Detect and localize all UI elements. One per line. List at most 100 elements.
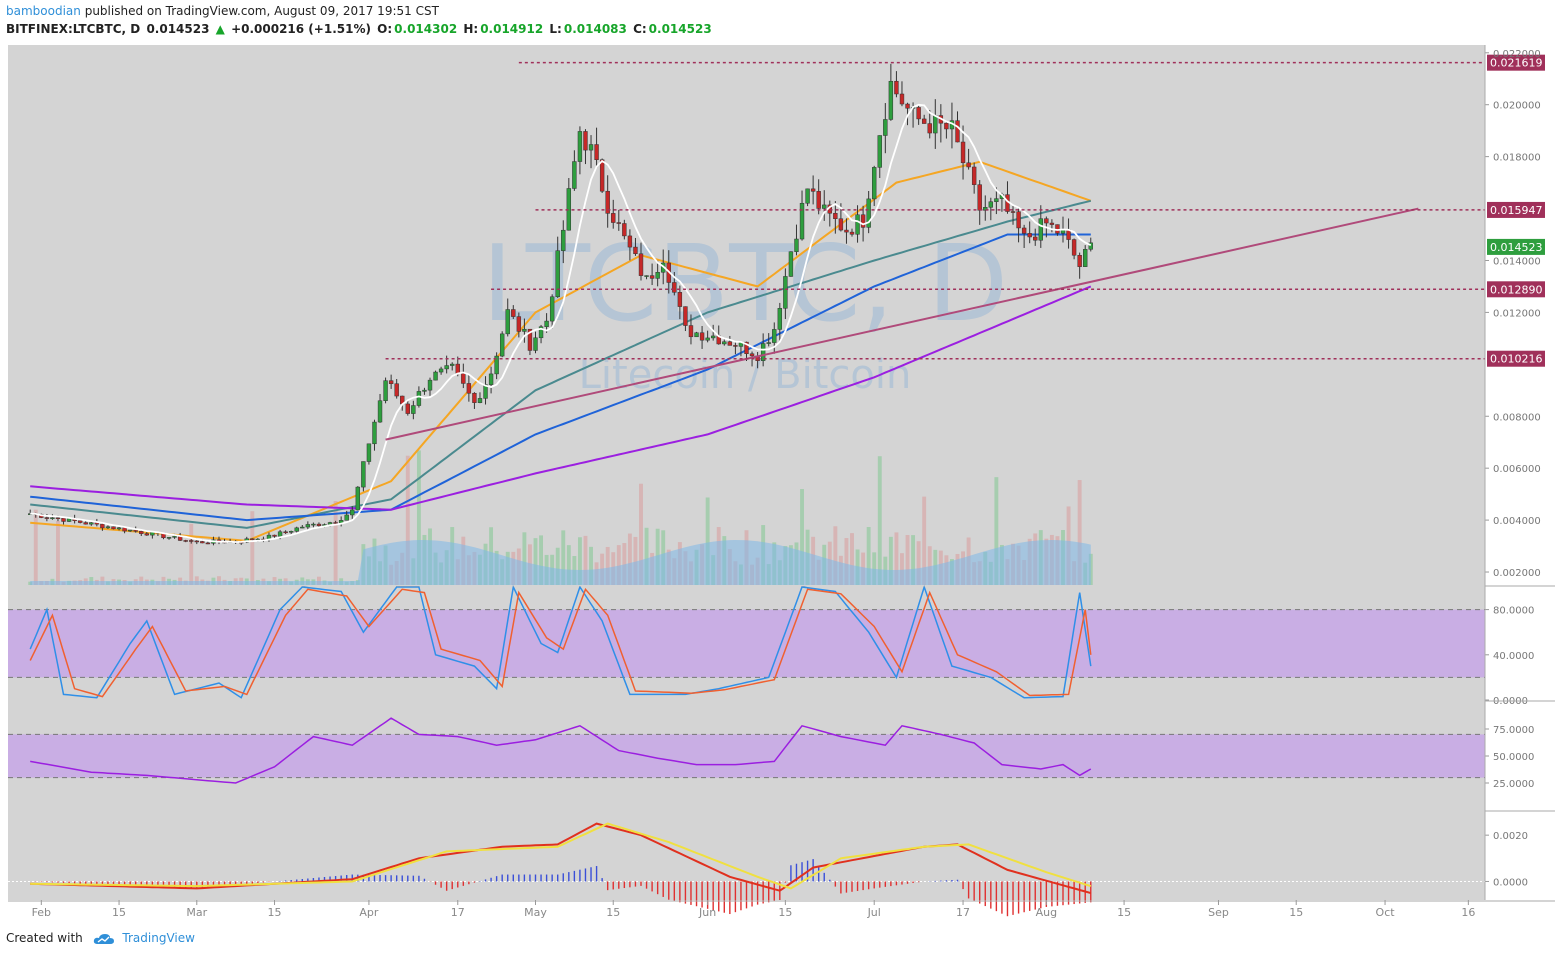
oscillator-line-1 [29,587,1092,698]
moving-average-line [30,285,1092,511]
candle-body [1071,239,1077,256]
volume-bar [705,497,710,585]
candle-body [605,190,610,214]
volume-group [28,450,1093,585]
close-label: C: [633,22,647,36]
candle-body [355,486,361,511]
candle-body [855,214,860,235]
support-trendline [385,207,1419,441]
candle-body [105,526,111,529]
candle-body [1088,242,1093,250]
volume-bar [577,537,582,585]
y-tick-label: 0.014000 [1493,256,1541,267]
level-price-tag [1487,54,1545,71]
y-tick-label: 0.0020 [1493,831,1528,842]
y-tick-label: 80.0000 [1493,606,1534,617]
oscillator-band [8,734,1485,778]
author-name[interactable]: bamboodian [6,4,81,18]
candle-body [527,328,533,351]
candle-body [683,306,688,326]
x-tick-label: Sep [1208,906,1229,919]
oscillator-line-2 [30,717,1092,784]
y-tick-label: 0.004000 [1493,516,1541,527]
x-tick-label: 17 [451,906,465,919]
candle-body [189,540,194,542]
y-tick-label: 75.0000 [1493,725,1534,736]
candle-body [872,167,877,200]
candle-body [200,541,205,544]
candle-body [344,514,349,521]
candle-body [1044,218,1049,224]
x-tick-label: 15 [778,906,792,919]
up-arrow-icon: ▲ [215,22,225,36]
macd-line [30,822,1092,890]
volume-bar [250,511,255,585]
candle-body [860,214,866,228]
volume-bar [916,541,921,585]
y-tick-label: 0.022000 [1493,49,1541,60]
volume-bar [644,527,649,585]
volume-bar [627,533,632,585]
candle-body [305,524,311,528]
y-tick-label: 0.020000 [1493,101,1541,112]
candle-body [450,363,455,366]
candle-body [383,380,388,401]
volume-bar [333,501,338,585]
candle-body [361,461,366,488]
candle-body [883,119,888,136]
candle-body [494,355,499,375]
y-tick-label: 0.008000 [1493,412,1541,423]
candle-body [405,403,410,414]
tradingview-brand[interactable]: TradingView [122,931,195,945]
candle-body [77,520,83,523]
high-label: H: [463,22,479,36]
candle-body [705,337,710,341]
volume-bar [416,450,421,585]
candle-body [511,309,516,317]
sma-white-line [30,103,1092,543]
candle-body [971,166,977,185]
volume-bar [1077,480,1082,585]
volume-bar [877,456,882,585]
volume-bar [633,536,638,585]
candle-body [183,540,188,542]
y-tick-label: 0.006000 [1493,464,1541,475]
price-change: +0.000216 (+1.51%) [231,22,371,36]
candle-body [411,405,416,414]
candle-body [194,540,199,543]
candle-body [283,531,288,534]
volume-bar [194,576,199,585]
candle-body [83,522,88,525]
candle-body [594,144,599,160]
candle-body [477,398,483,403]
candle-body [472,392,477,403]
y-tick-label: 0.002000 [1493,568,1541,579]
publish-line: bamboodian published on TradingView.com,… [6,4,439,18]
candle-body [672,282,677,293]
y-tick-label: 40.0000 [1493,651,1534,662]
low-label: L: [549,22,562,36]
volume-bar [888,536,893,585]
candle-body [1038,218,1043,241]
volume-bar [539,535,543,585]
level-price-tag [1487,281,1545,298]
volume-bar [927,546,932,585]
candle-body [638,253,644,276]
volume-bar [905,534,910,585]
candle-body [772,329,777,343]
candle-body [677,292,683,307]
candle-body [699,332,705,341]
candle-body [749,353,755,357]
open-value: 0.014302 [394,22,458,36]
x-tick-label: 15 [112,906,126,919]
level-price-label: 0.015947 [1490,204,1543,217]
x-tick-label: Oct [1376,906,1396,919]
volume-bar [189,523,194,585]
candle-body [122,527,127,532]
candle-body [927,123,932,134]
candle-body [433,371,438,381]
candle-body [833,212,838,219]
candle-body [488,373,494,385]
candle-body [377,400,383,423]
